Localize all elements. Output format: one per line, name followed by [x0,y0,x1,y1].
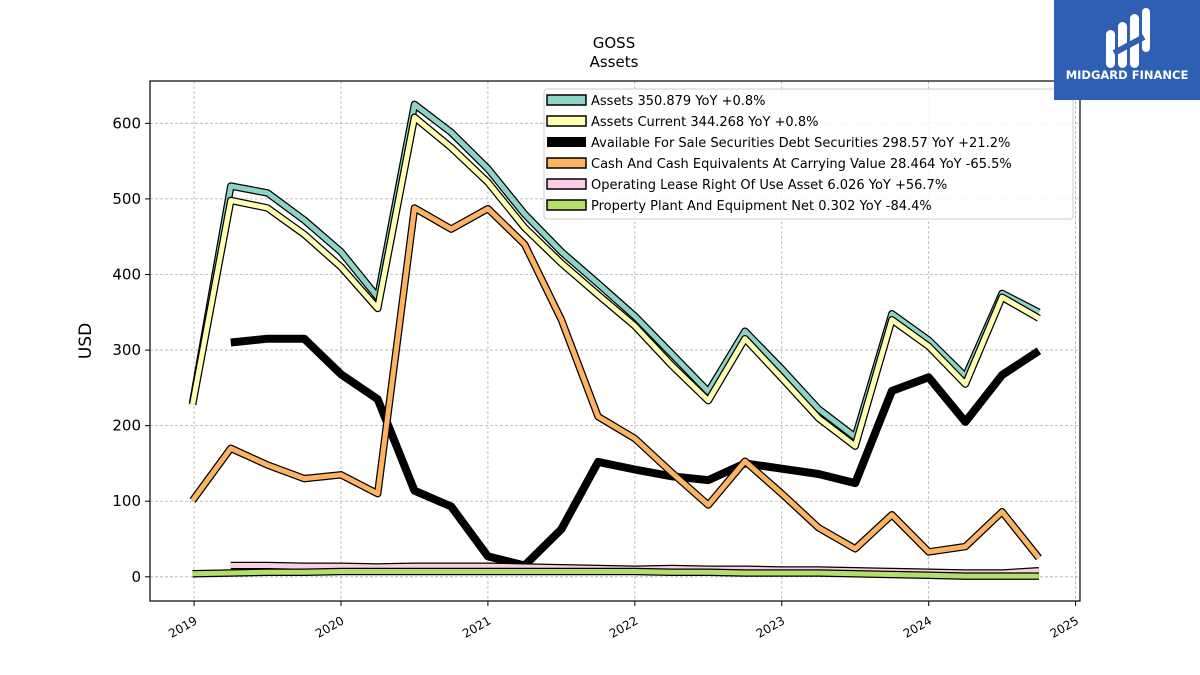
legend-label: Assets Current 344.268 YoY +0.8% [591,115,818,130]
y-tick-label: 0 [131,568,141,586]
midgard-logo-icon [1106,8,1150,68]
series-line [190,114,1041,449]
legend-swatch [546,178,587,190]
x-tick-label: 2022 [607,613,640,640]
y-tick-label: 500 [112,190,141,208]
x-tick-label: 2020 [313,613,346,640]
legend: Assets 350.879 YoY +0.8% Assets Current 3… [543,88,1074,220]
legend-label: Available For Sale Securities Debt Secur… [591,136,1010,151]
series-line [230,334,1042,570]
legend-swatch [546,94,587,106]
x-tick-label: 2023 [754,613,787,640]
chart-title: GOSS [593,34,635,52]
series-line [192,569,1039,579]
series-line [190,205,1041,560]
plot-frame [149,80,1081,602]
y-tick-label: 300 [112,341,141,359]
series-5 [192,567,1039,580]
x-tick-label: 2019 [166,613,199,640]
y-tick-label: 400 [112,265,141,283]
series-2 [230,334,1042,570]
series-1 [188,113,1041,450]
series-0 [188,100,1041,441]
legend-swatch [547,137,586,147]
y-tick-label: 100 [112,492,141,510]
chart-subtitle: Assets [590,53,639,71]
x-tick-label: 2021 [460,613,493,640]
x-tick-label: 2024 [901,613,934,640]
logo-text: MIDGARD FINANCE [1065,68,1189,82]
legend-swatch [546,115,587,127]
legend-label: Operating Lease Right Of Use Asset 6.026… [591,178,947,193]
y-axis-label: USD [76,323,96,359]
midgard-finance-logo: MIDGARD FINANCE [1054,0,1200,100]
legend-swatch [546,157,587,169]
legend-swatch [546,199,587,211]
legend-label: Property Plant And Equipment Net 0.302 Y… [591,199,932,214]
legend-label: Cash And Cash Equivalents At Carrying Va… [591,157,1012,172]
legend-box [543,88,1074,220]
legend-label: Assets 350.879 YoY +0.8% [591,94,766,109]
series-3 [189,204,1042,561]
y-tick-label: 600 [112,114,141,132]
x-tick-label: 2025 [1048,613,1081,640]
y-tick-label: 200 [112,417,141,435]
series-line [190,101,1041,440]
plot-lines [188,100,1042,580]
